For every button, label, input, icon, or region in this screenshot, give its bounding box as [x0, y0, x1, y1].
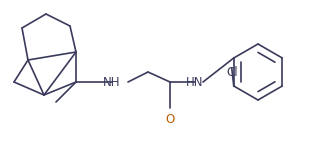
Text: Cl: Cl	[226, 65, 238, 79]
Text: O: O	[165, 113, 174, 126]
Text: HN: HN	[186, 76, 204, 88]
Text: NH: NH	[103, 76, 121, 88]
